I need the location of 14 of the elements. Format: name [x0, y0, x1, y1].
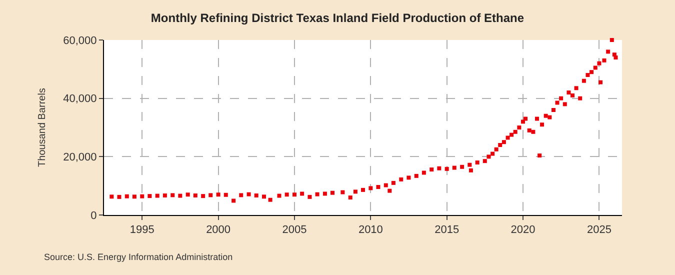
x-tick-label: 2020 [510, 224, 536, 236]
x-tick-label: 2025 [586, 224, 612, 236]
y-tick-label: 40,000 [63, 93, 97, 106]
source-note: Source: U.S. Energy Information Administration [44, 252, 233, 262]
x-tick-label: 2000 [206, 224, 231, 236]
y-tick-label: 60,000 [63, 34, 97, 47]
y-tick-label: 20,000 [63, 152, 97, 164]
x-tick-label: 2005 [282, 224, 307, 236]
y-axis-title: Thousand Barrels [37, 88, 48, 167]
x-tick-label: 1995 [130, 224, 154, 236]
x-tick-label: 2015 [434, 224, 460, 236]
chart-title: Monthly Refining District Texas Inland Field Production of Ethane [150, 11, 524, 26]
x-tick-label: 2010 [358, 224, 383, 236]
y-tick-label: 0 [90, 210, 97, 222]
